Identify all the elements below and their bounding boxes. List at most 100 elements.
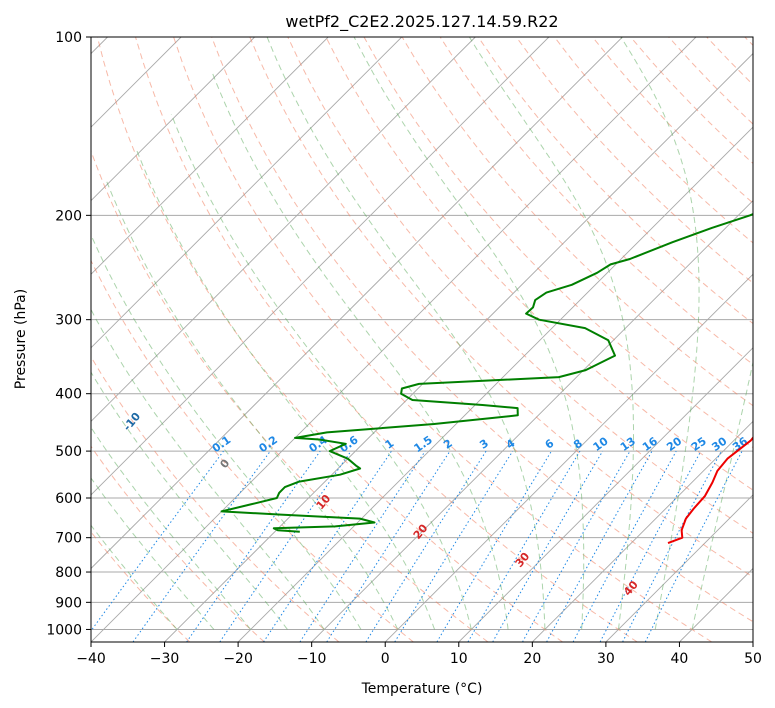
mixing-ratio-line [91, 450, 224, 632]
x-tick-label: −20 [223, 651, 253, 667]
y-tick-label: 200 [55, 208, 82, 224]
mixing-ratio-label: 4 [504, 437, 518, 452]
y-tick-label: 1000 [46, 622, 82, 638]
plot-frame [90, 36, 754, 643]
x-tick-label: 50 [744, 651, 762, 667]
isotherm-line [458, 347, 753, 642]
y-tick-label: 100 [55, 30, 82, 46]
mixing-ratio-line [394, 450, 514, 642]
moist-adiabat-line [91, 233, 362, 630]
x-tick-label: −40 [76, 651, 106, 667]
dry-adiabat-line [91, 149, 489, 642]
dry-adiabat-line [91, 355, 340, 642]
dry-adiabat-line [249, 37, 753, 578]
isotherm-line [91, 37, 623, 570]
isotherm-line [237, 126, 753, 642]
y-axis-label: Pressure (hPa) [13, 289, 29, 389]
moist-adiabat-line [691, 360, 753, 630]
moist-adiabat-line [91, 371, 288, 630]
isotherm-line [91, 37, 550, 496]
y-tick-label: 900 [55, 595, 82, 611]
chart-title: wetPf2_C2E2.2025.127.14.59.R22 [285, 12, 558, 32]
mixing-ratio-line [326, 450, 451, 642]
temperature-profile-line [667, 436, 753, 545]
moist-adiabat-line [91, 426, 252, 630]
moist-adiabat-line [620, 37, 700, 630]
dry-adiabat-line [744, 37, 753, 47]
y-tick-label: 400 [55, 387, 82, 403]
moist-adiabat-line [91, 477, 215, 630]
isotherm-line [164, 52, 753, 642]
mixing-ratio-line [263, 450, 392, 642]
isotherm-line [91, 37, 476, 422]
isotherm-line [91, 37, 697, 642]
dry-adiabat-line [135, 37, 638, 642]
mixing-ratio-line [132, 450, 271, 642]
dry-adiabat-line [96, 37, 563, 642]
x-axis-label: Temperature (°C) [361, 681, 483, 697]
moist-adiabat-line [211, 72, 509, 630]
dry-adiabat-line [211, 37, 753, 623]
mixing-ratio-label: 0.4 [306, 433, 330, 455]
mixing-ratio-line [299, 450, 426, 642]
x-tick-label: −30 [150, 651, 180, 667]
dry-adiabat-label: -10 [121, 410, 144, 434]
moist-adiabat-line [136, 149, 436, 630]
isotherm-line [605, 494, 753, 642]
y-tick-label: 700 [55, 531, 82, 547]
isotherm-line [91, 37, 329, 275]
mixing-ratio-label: 3 [477, 437, 491, 452]
moist-adiabat-line [353, 37, 585, 630]
moist-adiabat-line [91, 524, 178, 630]
mixing-ratio-line [572, 450, 677, 642]
mixing-ratio-label: 2 [441, 437, 455, 452]
dewpoint-profile-line [220, 213, 753, 533]
mixing-ratio-label: 1.5 [412, 433, 435, 455]
mixing-ratio-label: 6 [543, 437, 557, 452]
mixing-ratio-line [436, 450, 552, 642]
isotherm-line [384, 273, 753, 642]
dry-adiabat-label: 20 [411, 521, 431, 541]
dry-adiabat-line [173, 37, 713, 642]
dry-adiabat-label: 10 [314, 492, 334, 512]
moist-adiabat-line [468, 37, 634, 630]
mixing-ratio-line [186, 450, 321, 642]
mixing-ratio-label: 0.6 [337, 433, 361, 455]
dry-adiabat-line [554, 37, 753, 244]
dry-adiabat-line [668, 37, 753, 125]
x-tick-label: 0 [381, 651, 390, 667]
dry-adiabat-line [287, 37, 753, 534]
isotherm-line [679, 567, 753, 642]
dry-adiabat-line [91, 445, 265, 642]
isotherm-line [91, 37, 255, 202]
mixing-ratio-line [644, 450, 743, 642]
isotherm-line [532, 420, 753, 642]
y-tick-label: 300 [55, 313, 82, 329]
moist-adiabat-line [106, 180, 399, 630]
y-tick-label: 600 [55, 491, 82, 507]
mixing-ratio-line [365, 450, 487, 642]
dry-adiabat-line [91, 259, 414, 642]
x-tick-label: 30 [597, 651, 615, 667]
y-tick-label: 800 [55, 565, 82, 581]
moist-adiabat-line [91, 308, 325, 630]
mixing-ratio-label: 0.1 [210, 433, 233, 455]
isotherm-line [311, 200, 753, 642]
isotherm-line [91, 37, 403, 349]
x-tick-label: −10 [297, 651, 327, 667]
mixing-ratio-line [219, 450, 352, 642]
y-tick-label: 500 [55, 444, 82, 460]
dry-adiabat-line [515, 37, 753, 284]
isotherm-line [752, 641, 753, 642]
mixing-ratio-line [522, 450, 631, 642]
dry-adiabat-line [706, 37, 753, 86]
mixing-ratio-line [546, 450, 653, 642]
x-tick-label: 20 [523, 651, 541, 667]
dry-adiabat-line [592, 37, 753, 204]
moist-adiabat-line [170, 114, 472, 630]
dry-adiabat-label: 30 [513, 550, 533, 570]
x-tick-label: 10 [450, 651, 468, 667]
x-tick-label: 40 [671, 651, 689, 667]
dry-adiabat-line [325, 37, 753, 491]
